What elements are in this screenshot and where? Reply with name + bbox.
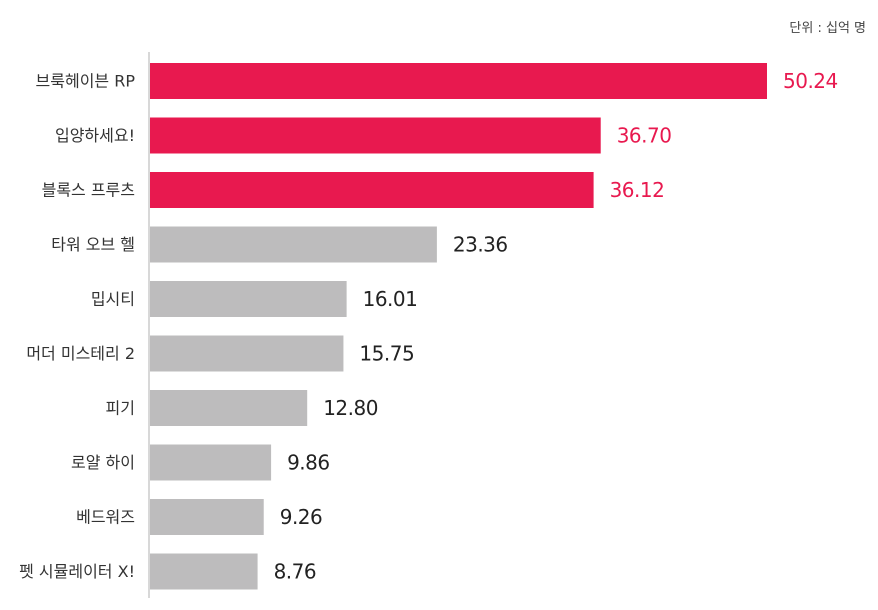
category-label-7: 피기 [106, 399, 135, 418]
bar-6 [150, 335, 344, 372]
value-label-5: 16.01 [363, 287, 418, 311]
category-label-9: 베드워즈 [76, 508, 135, 527]
value-label-3: 36.12 [610, 178, 665, 202]
bar-7 [150, 390, 308, 426]
value-labels-group: 50.24 36.70 36.12 23.36 16.01 15.75 12.80 9.86 9… [274, 69, 839, 584]
bar-3 [150, 172, 594, 208]
value-label-10: 8.76 [274, 560, 317, 584]
value-label-2: 36.70 [617, 124, 672, 148]
category-label-1: 브룩헤이븐 RP [36, 72, 136, 91]
category-label-10: 펫 시뮬레이터 X! [19, 562, 135, 581]
category-label-4: 타워 오브 헬 [51, 235, 135, 254]
category-label-8: 로얄 하이 [71, 453, 135, 472]
value-label-9: 9.26 [280, 505, 323, 529]
bars-group [150, 63, 767, 590]
bar-8 [150, 444, 272, 481]
value-label-4: 23.36 [453, 233, 508, 257]
category-label-5: 밉시티 [91, 290, 135, 309]
bar-4 [150, 226, 437, 263]
bar-2 [150, 117, 601, 154]
bar-9 [150, 499, 264, 535]
category-label-6: 머더 미스테리 2 [26, 344, 135, 363]
category-label-2: 입양하세요! [55, 126, 135, 145]
value-label-6: 15.75 [359, 342, 414, 366]
unit-label: 단위 : 십억 명 [789, 21, 866, 36]
value-label-7: 12.80 [323, 396, 378, 420]
value-label-1: 50.24 [783, 69, 838, 93]
bar-10 [150, 553, 258, 590]
bar-1 [150, 63, 767, 99]
bar-5 [150, 281, 347, 317]
value-label-8: 9.86 [287, 451, 330, 475]
category-label-3: 블록스 프루츠 [42, 181, 135, 200]
